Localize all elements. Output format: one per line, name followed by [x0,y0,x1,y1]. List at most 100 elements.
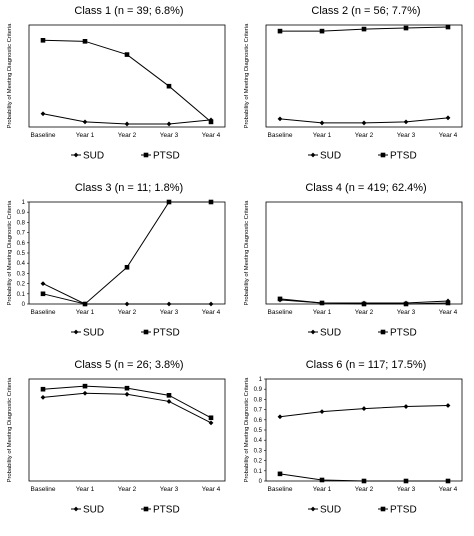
legend-entry-ptsd: PTSD [141,328,180,339]
y-tick-label: 0.6 [254,418,263,424]
y-tick-label: 0.4 [17,261,26,267]
data-point [40,291,46,297]
data-point [403,119,409,125]
y-tick-label: 0.3 [254,448,263,454]
plot-area [265,201,463,305]
legend-label: PTSD [390,328,417,339]
y-axis-label: Probability of Meeting Diagnostic Criter… [244,23,250,128]
data-point [277,296,283,302]
legend-marker [143,152,149,158]
legend-label: PTSD [153,505,180,516]
y-tick-label: 0.1 [17,292,26,298]
data-point [82,39,88,44]
legend-marker [380,506,386,512]
data-point [361,301,367,307]
x-tick-label: Year 3 [160,486,179,493]
data-point [208,119,214,125]
data-point [445,115,451,121]
x-tick-label: Baseline [268,132,293,139]
y-tick-label: 0.1 [254,469,263,475]
y-axis-label: Probability of Meeting Diagnostic Criter… [7,200,13,305]
chart-title: Class 2 (n = 56; 7.7%) [311,5,420,17]
data-point [319,409,325,415]
legend-entry-ptsd: PTSD [378,151,417,162]
chart-panel-class-3: Class 3 (n = 11; 1.8%) Probability of Mee… [0,177,237,354]
y-axis-label: Probability of Meeting Diagnostic Criter… [7,377,13,482]
series-line [42,283,211,305]
x-tick-label: Year 1 [313,486,332,493]
data-point [124,391,130,397]
data-point [166,301,172,307]
data-point [445,403,451,408]
data-point [124,301,130,307]
x-tick-label: Baseline [31,132,56,139]
chart-panel-class-2: Class 2 (n = 56; 7.7%) Probability of Mee… [237,0,474,177]
series-ptsd [40,199,214,307]
legend-entry-ptsd: PTSD [141,505,180,516]
x-tick-label: Year 3 [397,486,416,493]
data-point [124,52,130,57]
series-ptsd [277,24,451,34]
legend-marker [73,329,79,335]
data-point [208,420,214,426]
data-point [40,386,46,392]
legend-label: SUD [320,151,341,162]
data-point [208,199,214,205]
data-point [208,301,214,307]
x-tick-label: Year 1 [313,132,332,139]
x-tick-label: Year 3 [397,132,416,139]
series-sud [40,111,214,127]
legend-marker [143,506,149,512]
y-tick-label: 0.5 [254,428,263,434]
chart-svg: Class 5 (n = 26; 3.8%) Probability of Mee… [7,359,226,516]
legend-label: PTSD [390,151,417,162]
legend-entry-sud: SUD [308,505,341,516]
series-line [42,201,211,305]
data-point [361,26,367,32]
legend-marker [310,329,316,335]
data-point [445,24,451,30]
y-tick-label: 0.4 [254,438,263,444]
data-point [40,111,46,117]
legend-entry-sud: SUD [71,151,104,162]
chart-panel-class-6: Class 6 (n = 117; 17.5%) Probability of M… [237,354,474,531]
legend-entry-sud: SUD [71,328,104,339]
y-tick-label: 1 [259,377,263,383]
data-point [403,25,409,31]
legend-entry-ptsd: PTSD [378,328,417,339]
chart-svg: Class 4 (n = 419; 62.4%) Probability of M… [244,182,463,339]
y-axis-label: Probability of Meeting Diagnostic Criter… [7,23,13,128]
data-point [361,120,367,126]
x-tick-label: Year 2 [355,132,374,139]
x-tick-label: Year 4 [202,132,221,139]
chart-title: Class 4 (n = 419; 62.4%) [305,182,426,194]
series-ptsd [277,471,451,484]
plot-area [265,24,463,128]
x-tick-label: Year 1 [313,309,332,316]
x-tick-label: Year 3 [397,309,416,316]
series-sud [277,115,451,126]
x-tick-label: Year 3 [160,309,179,316]
data-point [166,399,172,404]
y-axis-label: Probability of Meeting Diagnostic Criter… [244,377,250,482]
data-point [124,385,130,391]
series-ptsd [40,38,214,125]
legend-label: PTSD [153,151,180,162]
chart-panel-class-4: Class 4 (n = 419; 62.4%) Probability of M… [237,177,474,354]
data-point [445,478,451,484]
legend-label: SUD [320,328,341,339]
plot-area [28,24,226,128]
x-tick-label: Year 4 [202,309,221,316]
data-point [40,38,46,43]
y-tick-label: 1 [22,200,26,206]
chart-title: Class 1 (n = 39; 6.8%) [74,5,183,17]
data-point [166,83,172,89]
x-tick-label: Year 2 [355,486,374,493]
x-tick-label: Year 2 [355,309,374,316]
legend-label: SUD [83,505,104,516]
legend-entry-sud: SUD [308,328,341,339]
data-point [124,121,130,127]
x-tick-label: Year 2 [118,132,137,139]
data-point [319,300,325,306]
data-point [82,119,88,125]
